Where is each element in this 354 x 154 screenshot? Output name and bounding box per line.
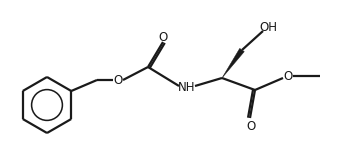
Text: O: O: [113, 73, 122, 87]
Text: O: O: [283, 69, 293, 83]
Text: O: O: [246, 120, 256, 134]
Text: OH: OH: [259, 20, 277, 34]
Text: NH: NH: [178, 81, 196, 93]
Text: O: O: [158, 30, 168, 43]
Polygon shape: [222, 48, 244, 78]
